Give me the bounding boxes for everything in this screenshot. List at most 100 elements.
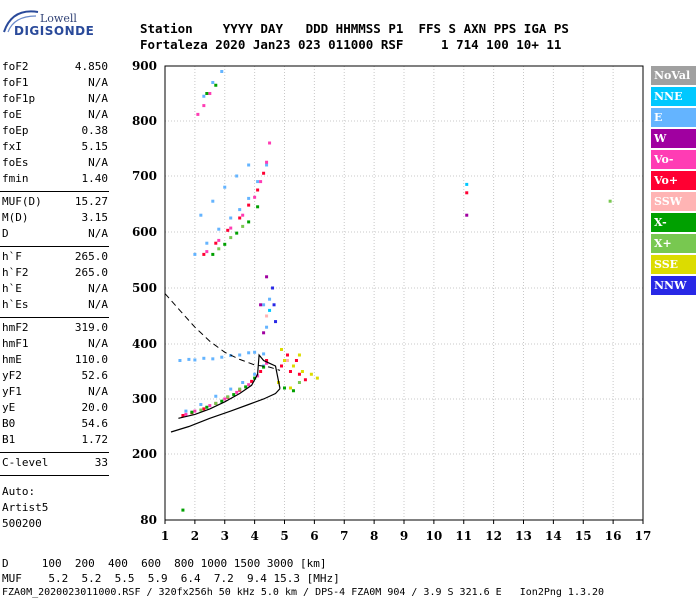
data-point-vo- — [465, 191, 469, 195]
data-point-vo- — [303, 378, 307, 382]
data-point-e — [199, 403, 203, 406]
param-name: h`F — [2, 250, 22, 263]
param-name: foF1p — [2, 92, 36, 105]
param-value: N/A — [88, 227, 108, 240]
x-tick-label: 17 — [635, 529, 652, 543]
data-point-e — [220, 70, 224, 73]
y-tick-label: 400 — [132, 337, 157, 351]
data-point-sse — [315, 376, 319, 380]
data-point-e — [265, 163, 269, 167]
profile-solid-upper — [178, 353, 281, 419]
data-point-x- — [241, 224, 245, 228]
data-point-x- — [190, 410, 194, 414]
footer-info: FZA0M_2020023011000.RSF / 320fx256h 50 k… — [2, 587, 605, 598]
legend-item-w: W — [651, 129, 696, 148]
data-point-e — [247, 351, 251, 355]
data-point-x- — [256, 205, 260, 209]
param-separator — [0, 317, 109, 318]
data-point-x- — [223, 242, 227, 246]
data-point-x- — [199, 408, 203, 412]
x-tick-label: 8 — [370, 529, 378, 543]
profile-dashed — [164, 293, 281, 371]
data-point-ssw — [265, 314, 269, 318]
data-point-e — [211, 199, 215, 203]
param-value: 265.0 — [74, 250, 108, 263]
param-row: foEp 0.38 — [2, 124, 108, 140]
data-point-vo- — [253, 195, 257, 199]
param-row: foF1p N/A — [2, 92, 108, 108]
data-point-e — [214, 394, 218, 398]
data-point-vo- — [184, 412, 188, 416]
data-point-x- — [608, 199, 612, 203]
legend-item-sse: SSE — [651, 255, 696, 274]
data-point-vo- — [241, 213, 245, 217]
param-name: MUF(D) — [2, 195, 42, 208]
data-point-nnw — [272, 303, 276, 307]
y-tick-label: 800 — [132, 114, 157, 128]
data-point-vo- — [262, 171, 266, 175]
data-point-e — [229, 216, 233, 220]
param-row: foF2 4.850 — [2, 60, 108, 76]
param-name: fmin — [2, 172, 29, 185]
param-value: N/A — [88, 156, 108, 169]
data-point-vo- — [208, 404, 212, 408]
data-point-e — [247, 196, 251, 200]
data-point-vo- — [259, 180, 263, 184]
param-row: hmF2 319.0 — [2, 321, 108, 337]
param-name: B0 — [2, 417, 16, 430]
data-point-x- — [220, 399, 224, 403]
header-labels: Station YYYY DAY DDD HHMMSS P1 FFS S AXN… — [140, 21, 569, 36]
data-point-sse — [300, 370, 304, 373]
data-point-e — [211, 357, 215, 361]
param-name: M(D) — [2, 211, 29, 224]
param-row: fmin 1.40 — [2, 172, 108, 188]
param-value: 1.72 — [81, 433, 109, 446]
x-tick-label: 3 — [221, 529, 229, 543]
param-name: yF2 — [2, 369, 22, 382]
param-row: B1 1.72 — [2, 433, 108, 449]
param-separator — [0, 475, 109, 476]
data-point-x- — [214, 401, 218, 405]
param-value: 33 — [94, 456, 108, 469]
param-name: h`E — [2, 282, 22, 295]
param-name: yF1 — [2, 385, 22, 398]
data-point-vo- — [214, 241, 218, 245]
param-name: hmF1 — [2, 337, 29, 350]
legend-item-x-: X+ — [651, 234, 696, 253]
x-tick-label: 11 — [455, 529, 472, 543]
param-name: foF1 — [2, 76, 29, 89]
param-value: 265.0 — [74, 266, 108, 279]
x-tick-label: 16 — [605, 529, 622, 543]
data-point-vo- — [256, 188, 260, 192]
param-value: N/A — [88, 385, 108, 398]
param-row: fxI 5.15 — [2, 140, 108, 156]
data-point-x- — [214, 83, 218, 87]
data-point-vo- — [202, 104, 206, 108]
param-name: h`F2 — [2, 266, 29, 279]
data-point-x- — [229, 236, 233, 240]
data-point-x- — [217, 247, 221, 251]
y-tick-label: 600 — [132, 225, 157, 239]
data-point-e — [178, 359, 182, 362]
data-point-vo- — [280, 364, 284, 368]
data-point-x- — [205, 92, 209, 95]
data-point-e — [193, 358, 197, 362]
param-value: N/A — [88, 337, 108, 350]
data-point-vo- — [247, 203, 251, 207]
data-point-x- — [235, 231, 239, 235]
data-point-e — [202, 356, 206, 360]
data-point-vo- — [193, 409, 197, 413]
muf-row: MUF 5.2 5.2 5.5 5.9 6.4 7.2 9.4 15.3 [MH… — [2, 572, 340, 585]
y-tick-label: 500 — [132, 281, 157, 295]
data-point-e — [205, 241, 209, 245]
data-point-e — [238, 353, 242, 357]
param-name: foF2 — [2, 60, 29, 73]
param-value: 1.40 — [81, 172, 109, 185]
param-separator — [0, 452, 109, 453]
param-name: foEp — [2, 124, 29, 137]
param-value: N/A — [88, 108, 108, 121]
legend-item-ssw: SSW — [651, 192, 696, 211]
data-point-x- — [232, 393, 236, 397]
data-point-e — [184, 409, 188, 413]
